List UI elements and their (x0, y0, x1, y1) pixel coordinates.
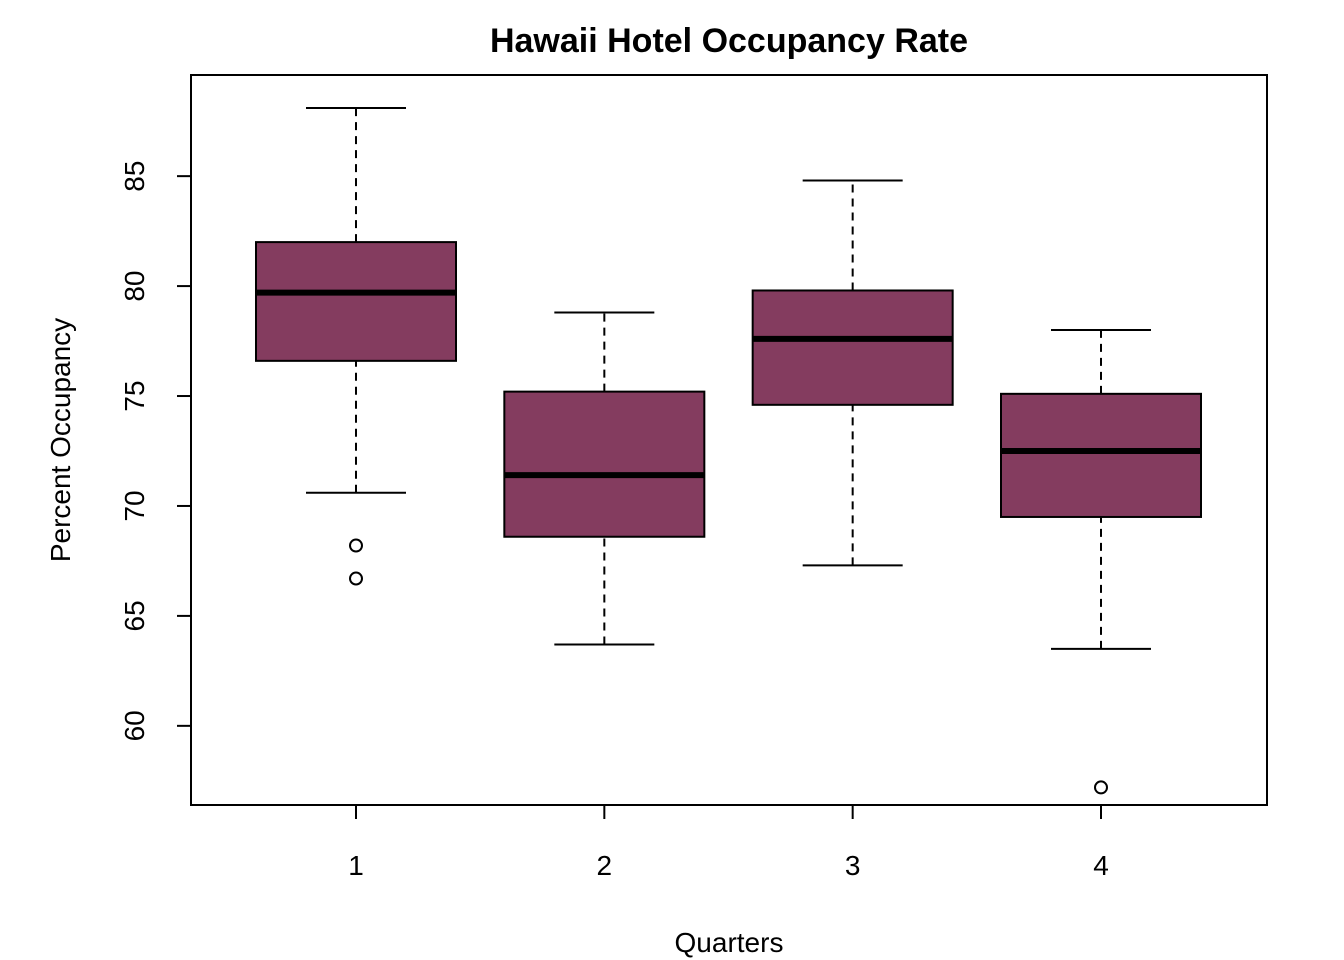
box-group-q1 (255, 106, 457, 586)
box-group-q4 (1000, 329, 1202, 795)
outlier-point (349, 571, 363, 586)
boxes-layer (255, 106, 1202, 795)
box-group-q3 (751, 179, 954, 567)
iqr-box (255, 241, 457, 362)
iqr-box (1000, 392, 1202, 518)
chart-title: Hawaii Hotel Occupancy Rate (490, 22, 968, 60)
outlier-point (1094, 780, 1108, 795)
y-tick-label: 75 (119, 380, 150, 411)
x-tick-label: 3 (845, 850, 861, 881)
y-tick-label: 65 (119, 600, 150, 631)
y-axis-label: Percent Occupancy (45, 318, 76, 562)
y-axis: 60 65 70 75 80 85 (119, 161, 192, 741)
y-tick-label: 70 (119, 490, 150, 521)
iqr-box (503, 390, 706, 538)
x-axis-label: Quarters (675, 927, 784, 958)
x-axis: 1 2 3 4 (348, 804, 1109, 881)
box-group-q2 (503, 311, 706, 646)
outlier-point (349, 538, 363, 553)
x-tick-label: 2 (597, 850, 613, 881)
y-tick-label: 60 (119, 710, 150, 741)
y-tick-label: 85 (119, 161, 150, 192)
y-tick-label: 80 (119, 271, 150, 302)
x-tick-label: 1 (348, 850, 364, 881)
x-tick-label: 4 (1093, 850, 1109, 881)
iqr-box (751, 289, 954, 406)
